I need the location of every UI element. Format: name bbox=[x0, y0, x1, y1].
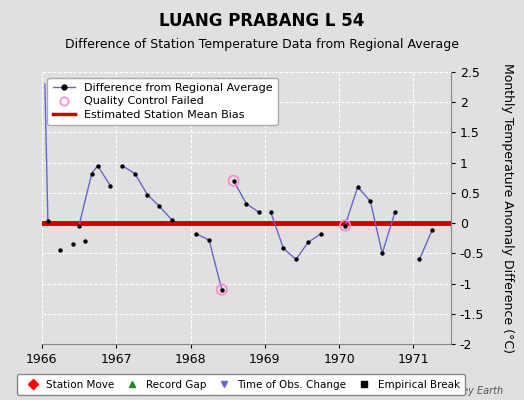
Legend: Difference from Regional Average, Quality Control Failed, Estimated Station Mean: Difference from Regional Average, Qualit… bbox=[48, 78, 278, 125]
Point bbox=[118, 162, 126, 169]
Point bbox=[304, 239, 312, 246]
Point bbox=[354, 184, 362, 190]
Point bbox=[230, 178, 238, 184]
Point bbox=[69, 241, 78, 248]
Point bbox=[415, 256, 423, 262]
Point bbox=[56, 247, 64, 254]
Point bbox=[155, 203, 163, 209]
Point bbox=[217, 286, 226, 293]
Point bbox=[230, 178, 238, 184]
Point bbox=[168, 217, 176, 223]
Point bbox=[81, 238, 89, 244]
Point bbox=[242, 200, 250, 207]
Point bbox=[143, 192, 151, 198]
Point bbox=[292, 256, 300, 262]
Point bbox=[279, 245, 288, 252]
Point bbox=[43, 218, 52, 224]
Point bbox=[75, 222, 83, 229]
Text: Difference of Station Temperature Data from Regional Average: Difference of Station Temperature Data f… bbox=[65, 38, 459, 51]
Point bbox=[391, 209, 399, 216]
Point bbox=[428, 227, 436, 234]
Point bbox=[378, 250, 387, 256]
Point bbox=[93, 162, 102, 169]
Text: LUANG PRABANG L 54: LUANG PRABANG L 54 bbox=[159, 12, 365, 30]
Point bbox=[130, 170, 139, 177]
Point bbox=[341, 222, 350, 229]
Point bbox=[316, 231, 325, 237]
Point bbox=[205, 237, 213, 243]
Point bbox=[88, 170, 96, 177]
Text: Berkeley Earth: Berkeley Earth bbox=[431, 386, 503, 396]
Point bbox=[192, 231, 201, 237]
Point bbox=[366, 198, 375, 204]
Point bbox=[217, 286, 226, 293]
Y-axis label: Monthly Temperature Anomaly Difference (°C): Monthly Temperature Anomaly Difference (… bbox=[501, 63, 514, 353]
Point bbox=[267, 209, 275, 216]
Legend: Station Move, Record Gap, Time of Obs. Change, Empirical Break: Station Move, Record Gap, Time of Obs. C… bbox=[17, 374, 465, 395]
Point bbox=[341, 222, 350, 229]
Point bbox=[255, 209, 263, 216]
Point bbox=[106, 182, 114, 189]
